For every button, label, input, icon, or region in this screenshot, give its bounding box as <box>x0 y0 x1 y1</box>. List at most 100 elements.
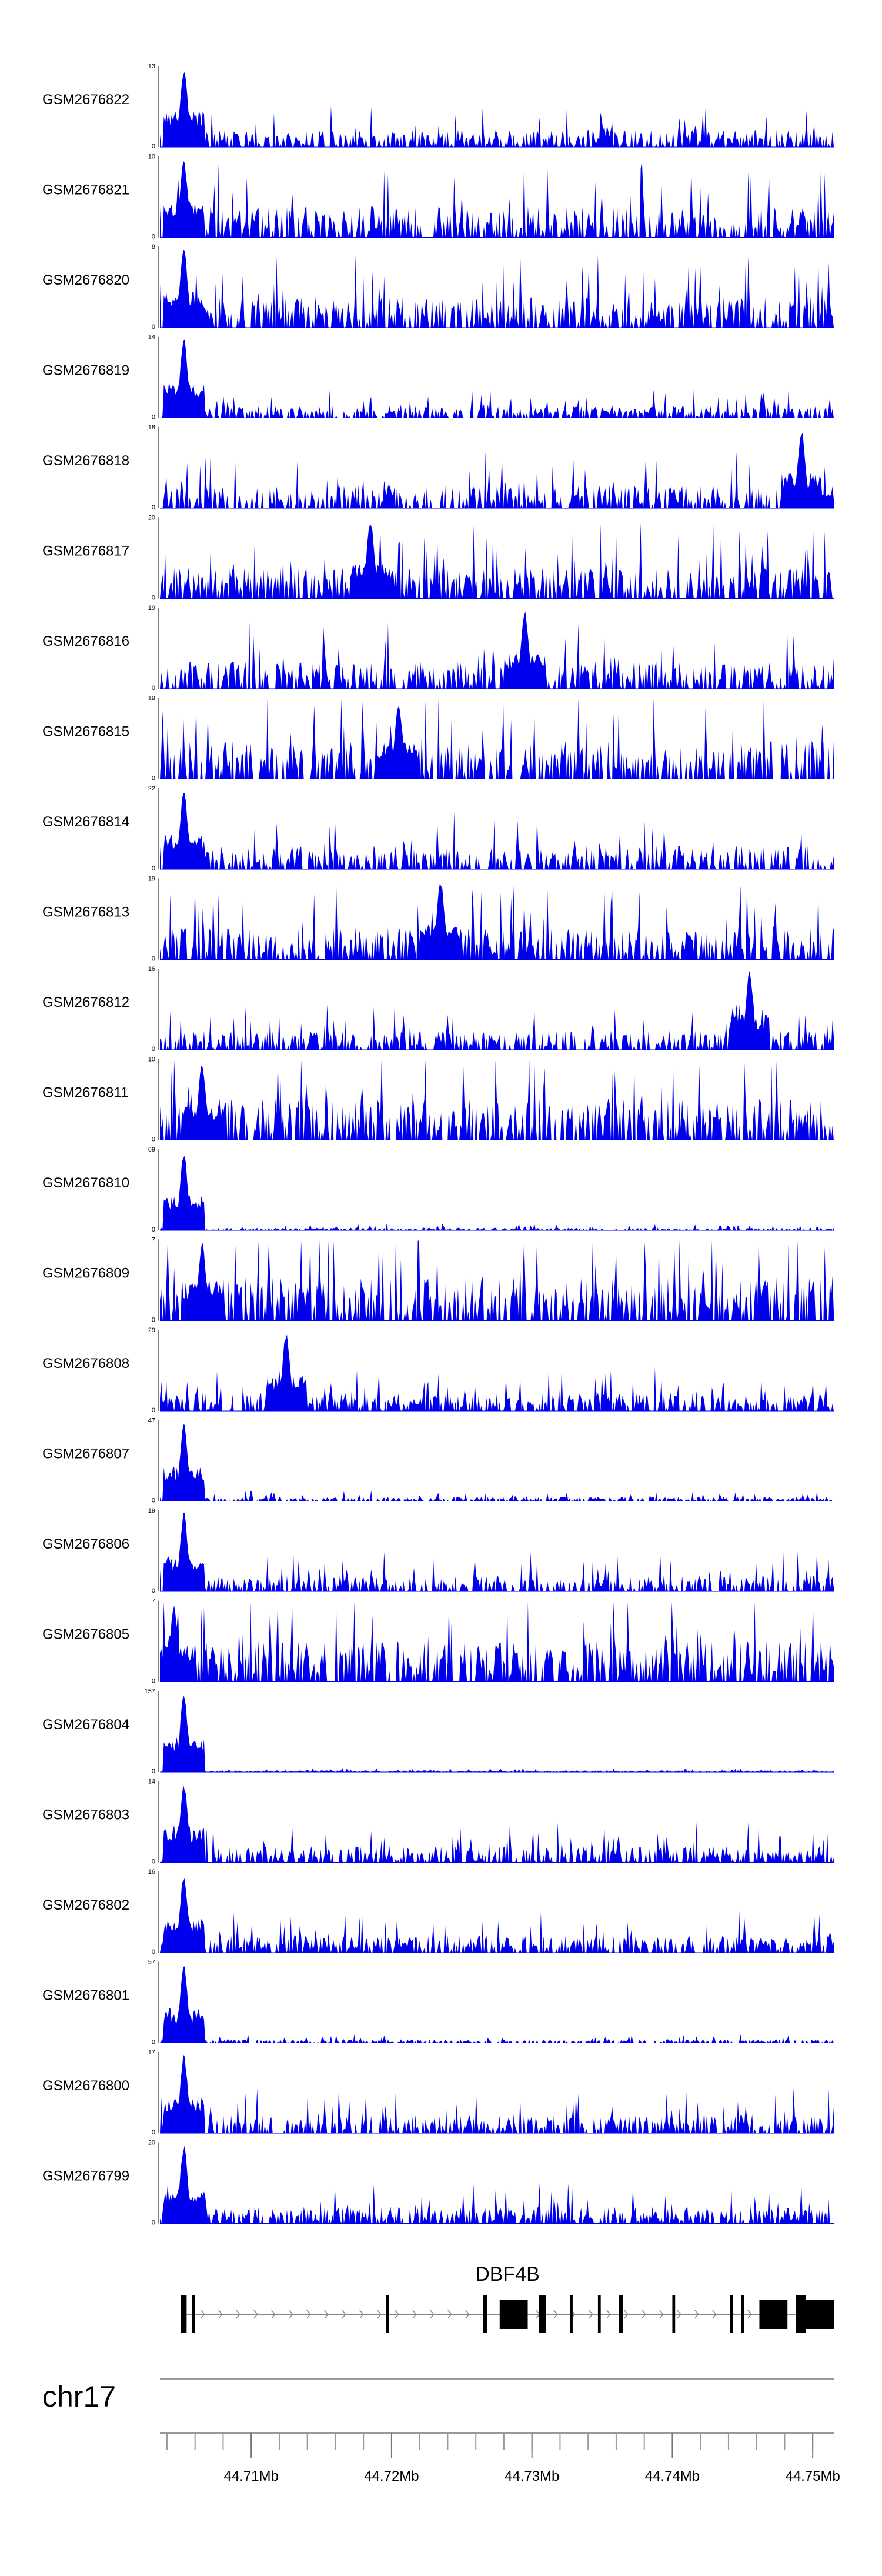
strand-arrow <box>395 2310 399 2319</box>
y-min-label: 0 <box>152 1678 155 1685</box>
strand-arrow <box>677 2310 681 2319</box>
track-GSM2676808: GSM2676808 29 0 <box>42 1327 834 1414</box>
track-GSM2676809: GSM2676809 7 0 <box>42 1237 834 1324</box>
strand-arrow <box>377 2310 382 2319</box>
strand-arrow <box>412 2310 417 2319</box>
gene-exon <box>192 2295 195 2333</box>
track-label: GSM2676809 <box>42 1266 129 1282</box>
y-max-label: 57 <box>148 1959 155 1966</box>
track-label: GSM2676800 <box>42 2078 129 2094</box>
y-min-label: 0 <box>152 1317 155 1324</box>
gene-exon <box>796 2295 806 2333</box>
track-GSM2676805: GSM2676805 7 0 <box>42 1598 834 1685</box>
y-min-label: 0 <box>152 1858 155 1866</box>
gene-exon <box>181 2295 187 2333</box>
y-min-label: 0 <box>152 956 155 963</box>
coverage-area <box>160 1156 834 1230</box>
gene-exon <box>759 2300 788 2329</box>
chromosome-label: chr17 <box>42 2380 116 2413</box>
y-min-label: 0 <box>152 1046 155 1053</box>
track-label: GSM2676815 <box>42 724 129 740</box>
strand-arrow <box>271 2310 276 2319</box>
coverage-area <box>160 699 834 779</box>
track-GSM2676799: GSM2676799 20 0 <box>42 2140 834 2227</box>
y-max-label: 157 <box>145 1688 155 1695</box>
y-max-label: 8 <box>152 243 155 251</box>
x-tick-label: 44.75Mb <box>785 2468 840 2484</box>
gene-exon <box>570 2295 573 2333</box>
coverage-area <box>160 1878 834 1953</box>
y-min-label: 0 <box>152 1226 155 1233</box>
y-min-label: 0 <box>152 2039 155 2046</box>
genome-axis: chr17 44.71Mb 44.72Mb 44.73Mb 44.74Mb 44.75Mb <box>42 2378 840 2484</box>
y-max-label: 14 <box>148 1778 155 1786</box>
coverage-area <box>160 1512 834 1591</box>
track-label: GSM2676818 <box>42 453 129 469</box>
y-max-label: 19 <box>148 605 155 612</box>
track-GSM2676800: GSM2676800 17 0 <box>42 2049 834 2136</box>
track-label: GSM2676820 <box>42 272 129 288</box>
track-GSM2676814: GSM2676814 22 0 <box>42 785 834 872</box>
track-GSM2676821: GSM2676821 10 0 <box>42 154 834 241</box>
track-label: GSM2676822 <box>42 92 129 108</box>
strand-arrow <box>712 2310 717 2319</box>
gene-annotation-track: DBF4B <box>181 2263 834 2333</box>
track-label: GSM2676806 <box>42 1536 129 1552</box>
y-min-label: 0 <box>152 233 155 241</box>
y-min-label: 0 <box>152 1587 155 1594</box>
track-GSM2676812: GSM2676812 16 0 <box>42 966 834 1053</box>
gene-exon <box>539 2295 546 2333</box>
track-label: GSM2676817 <box>42 543 129 559</box>
strand-arrow <box>359 2310 364 2319</box>
y-min-label: 0 <box>152 865 155 872</box>
gene-exon <box>386 2295 389 2333</box>
y-max-label: 10 <box>148 154 155 161</box>
y-max-label: 69 <box>148 1146 155 1153</box>
x-tick-label: 44.73Mb <box>505 2468 559 2484</box>
track-label: GSM2676801 <box>42 1988 129 2004</box>
track-label: GSM2676803 <box>42 1807 129 1823</box>
y-max-label: 14 <box>148 334 155 341</box>
y-min-label: 0 <box>152 1136 155 1143</box>
track-GSM2676816: GSM2676816 19 0 <box>42 605 834 692</box>
coverage-area <box>160 522 834 599</box>
x-tick-label: 44.74Mb <box>645 2468 700 2484</box>
strand-arrow <box>342 2310 346 2319</box>
coverage-tracks: GSM2676822130GSM2676821100GSM267682080GS… <box>42 63 834 2227</box>
strand-arrow <box>694 2310 699 2319</box>
y-max-label: 13 <box>148 63 155 70</box>
y-min-label: 0 <box>152 1948 155 1956</box>
track-GSM2676802: GSM2676802 16 0 <box>42 1868 834 1956</box>
coverage-area <box>160 161 834 238</box>
y-min-label: 0 <box>152 414 155 421</box>
track-label: GSM2676808 <box>42 1356 129 1372</box>
track-label: GSM2676819 <box>42 363 129 379</box>
y-min-label: 0 <box>152 323 155 331</box>
coverage-area <box>160 1784 834 1863</box>
y-max-label: 22 <box>148 785 155 792</box>
coverage-area <box>160 1240 834 1321</box>
y-min-label: 0 <box>152 595 155 602</box>
y-max-label: 19 <box>148 695 155 702</box>
track-GSM2676807: GSM2676807 47 0 <box>42 1417 834 1504</box>
strand-arrow <box>642 2310 646 2319</box>
y-max-label: 19 <box>148 876 155 883</box>
coverage-area <box>160 612 834 689</box>
track-GSM2676803: GSM2676803 14 0 <box>42 1778 834 1866</box>
strand-arrow <box>447 2310 452 2319</box>
y-min-label: 0 <box>152 143 155 150</box>
y-max-label: 16 <box>148 966 155 973</box>
coverage-area <box>160 1424 834 1501</box>
y-min-label: 0 <box>152 2220 155 2227</box>
track-GSM2676813: GSM2676813 19 0 <box>42 876 834 963</box>
strand-arrow <box>218 2310 223 2319</box>
y-min-label: 0 <box>152 504 155 511</box>
gene-exon <box>499 2300 528 2329</box>
y-max-label: 29 <box>148 1327 155 1334</box>
track-label: GSM2676810 <box>42 1175 129 1191</box>
coverage-area <box>160 432 834 508</box>
track-label: GSM2676821 <box>42 182 129 198</box>
y-max-label: 10 <box>148 1056 155 1063</box>
coverage-area <box>160 1601 834 1682</box>
